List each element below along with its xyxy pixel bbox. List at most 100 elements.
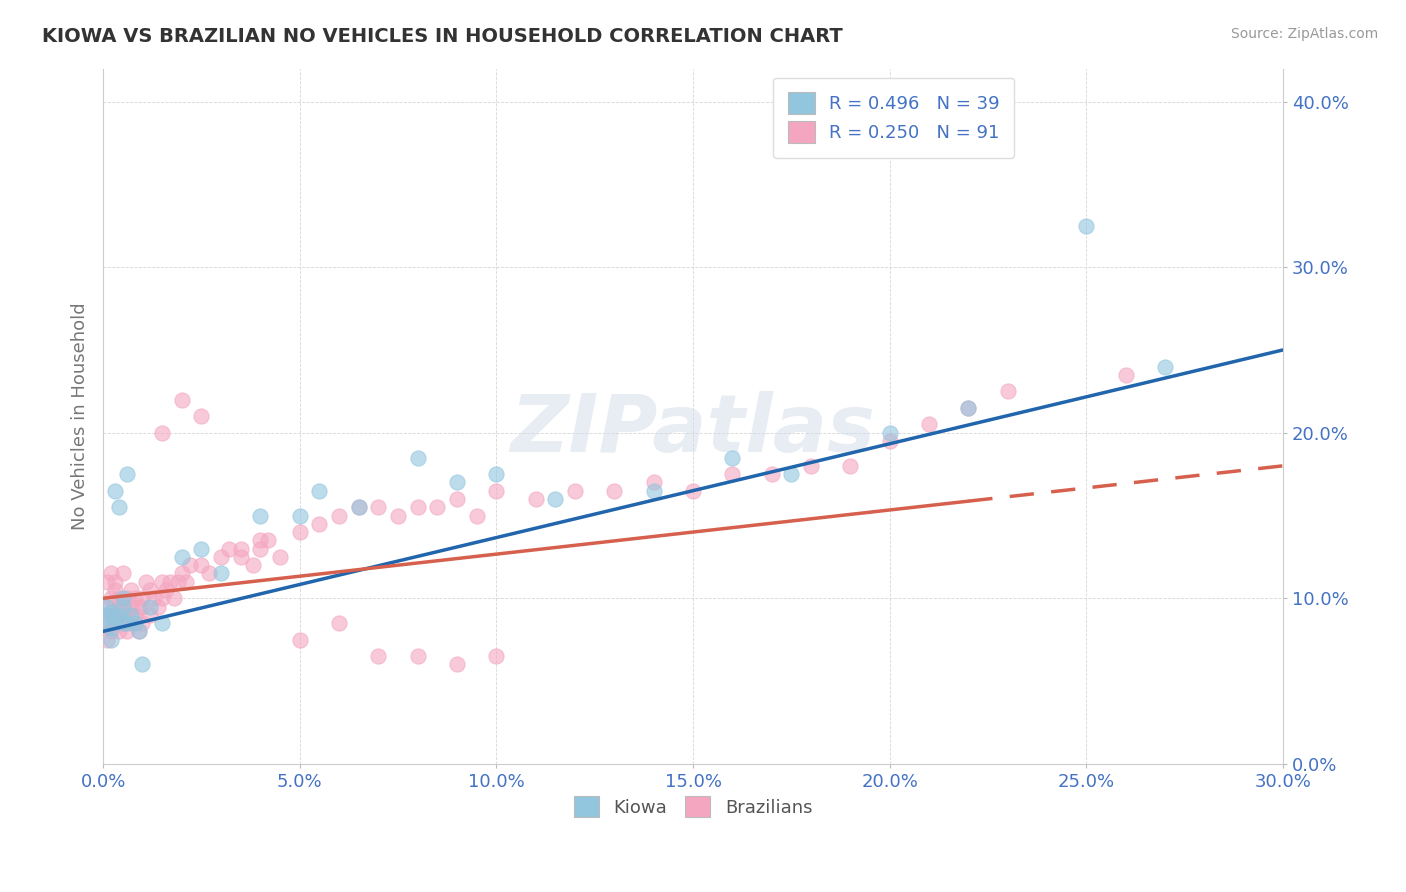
Point bbox=[124, 607, 146, 622]
Point bbox=[879, 425, 901, 440]
Point bbox=[96, 599, 118, 614]
Point bbox=[111, 599, 134, 614]
Point bbox=[957, 401, 980, 415]
Point bbox=[682, 483, 704, 498]
Point bbox=[446, 475, 468, 490]
Point bbox=[170, 392, 193, 407]
Point bbox=[155, 582, 177, 597]
Point bbox=[564, 483, 586, 498]
Point bbox=[170, 566, 193, 581]
Point bbox=[544, 491, 567, 506]
Point bbox=[150, 616, 173, 631]
Point bbox=[135, 574, 157, 589]
Point bbox=[209, 566, 232, 581]
Point bbox=[1076, 219, 1098, 233]
Point bbox=[406, 500, 429, 515]
Point bbox=[120, 599, 142, 614]
Point bbox=[120, 616, 142, 631]
Point bbox=[104, 607, 127, 622]
Point bbox=[100, 621, 122, 635]
Point bbox=[249, 541, 271, 556]
Point bbox=[485, 483, 508, 498]
Point bbox=[100, 607, 122, 622]
Point bbox=[128, 624, 150, 639]
Point bbox=[104, 616, 127, 631]
Point bbox=[104, 483, 127, 498]
Point bbox=[198, 566, 221, 581]
Point bbox=[406, 450, 429, 465]
Point bbox=[111, 616, 134, 631]
Point bbox=[111, 566, 134, 581]
Point bbox=[96, 616, 118, 631]
Y-axis label: No Vehicles in Household: No Vehicles in Household bbox=[72, 302, 89, 530]
Point bbox=[249, 508, 271, 523]
Point bbox=[111, 607, 134, 622]
Point bbox=[257, 533, 280, 548]
Point bbox=[209, 549, 232, 564]
Text: Source: ZipAtlas.com: Source: ZipAtlas.com bbox=[1230, 27, 1378, 41]
Point bbox=[139, 607, 162, 622]
Point bbox=[347, 500, 370, 515]
Text: KIOWA VS BRAZILIAN NO VEHICLES IN HOUSEHOLD CORRELATION CHART: KIOWA VS BRAZILIAN NO VEHICLES IN HOUSEH… bbox=[42, 27, 844, 45]
Point bbox=[124, 591, 146, 606]
Point bbox=[347, 500, 370, 515]
Point bbox=[115, 591, 138, 606]
Point bbox=[111, 599, 134, 614]
Point bbox=[108, 591, 131, 606]
Point bbox=[957, 401, 980, 415]
Point bbox=[190, 409, 212, 424]
Point bbox=[115, 624, 138, 639]
Point bbox=[328, 508, 350, 523]
Point bbox=[100, 591, 122, 606]
Legend: Kiowa, Brazilians: Kiowa, Brazilians bbox=[567, 789, 820, 824]
Point bbox=[761, 467, 783, 482]
Point bbox=[1115, 368, 1137, 382]
Point bbox=[131, 657, 153, 672]
Point bbox=[96, 574, 118, 589]
Point bbox=[229, 541, 252, 556]
Point bbox=[446, 657, 468, 672]
Point bbox=[603, 483, 626, 498]
Point bbox=[96, 616, 118, 631]
Point bbox=[721, 450, 744, 465]
Point bbox=[367, 649, 389, 664]
Point bbox=[139, 599, 162, 614]
Point bbox=[997, 384, 1019, 399]
Point bbox=[170, 549, 193, 564]
Point bbox=[131, 616, 153, 631]
Point bbox=[104, 582, 127, 597]
Point bbox=[406, 649, 429, 664]
Point bbox=[780, 467, 803, 482]
Point bbox=[918, 417, 941, 432]
Point bbox=[367, 500, 389, 515]
Point bbox=[108, 599, 131, 614]
Point bbox=[128, 624, 150, 639]
Point bbox=[465, 508, 488, 523]
Point bbox=[485, 467, 508, 482]
Point bbox=[131, 599, 153, 614]
Point bbox=[269, 549, 291, 564]
Point bbox=[328, 616, 350, 631]
Point bbox=[115, 616, 138, 631]
Point bbox=[120, 607, 142, 622]
Point bbox=[111, 591, 134, 606]
Point bbox=[100, 632, 122, 647]
Point bbox=[643, 475, 665, 490]
Point bbox=[643, 483, 665, 498]
Point bbox=[139, 582, 162, 597]
Point bbox=[100, 624, 122, 639]
Point bbox=[288, 508, 311, 523]
Point bbox=[148, 599, 170, 614]
Point bbox=[100, 605, 122, 619]
Point bbox=[308, 516, 330, 531]
Point bbox=[115, 607, 138, 622]
Point bbox=[839, 458, 862, 473]
Point bbox=[242, 558, 264, 573]
Point bbox=[800, 458, 823, 473]
Point bbox=[96, 632, 118, 647]
Point bbox=[108, 607, 131, 622]
Point bbox=[174, 574, 197, 589]
Point bbox=[143, 591, 166, 606]
Point bbox=[387, 508, 409, 523]
Point bbox=[124, 616, 146, 631]
